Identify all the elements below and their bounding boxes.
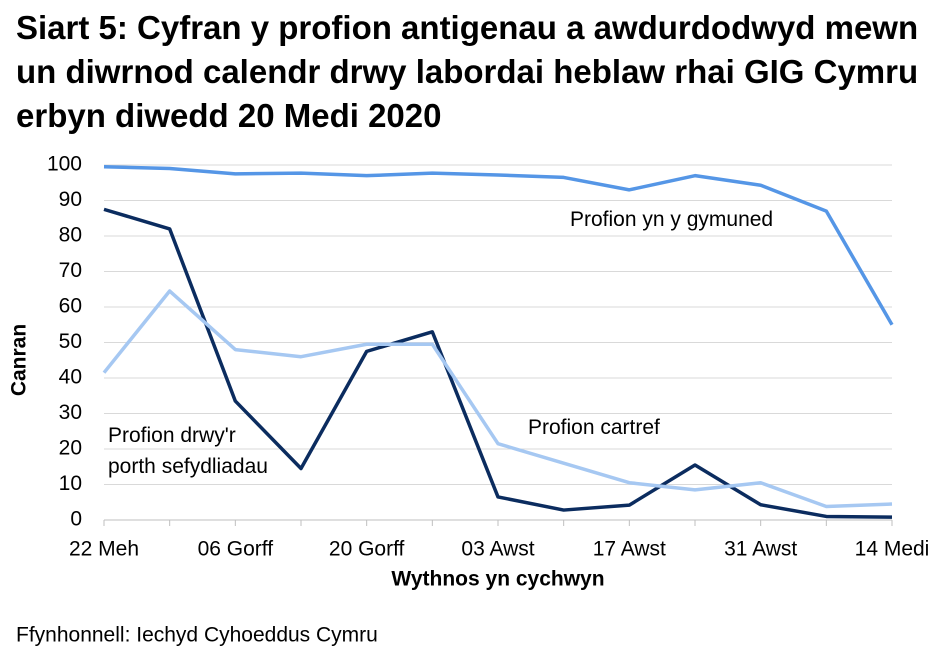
x-tick-label: 03 Awst [461, 538, 534, 561]
series-label: Profion yn y gymuned [570, 208, 774, 231]
source: Ffynhonnell: Iechyd Cyhoeddus Cymru [16, 624, 378, 647]
series-line [103, 165, 894, 326]
x-axis-label: Wythnos yn cychwyn [391, 568, 604, 591]
y-tick-label: 0 [70, 508, 82, 531]
x-tick-label: 14 Medi [855, 538, 930, 561]
y-axis-label: Canran [8, 324, 31, 396]
x-tick-label: 20 Gorff [329, 538, 405, 561]
y-tick-label: 90 [59, 188, 82, 211]
series-label: Profion cartref [528, 416, 660, 439]
y-tick-label: 40 [59, 366, 82, 389]
y-tick-label: 60 [59, 295, 82, 318]
x-tick-label: 17 Awst [593, 538, 666, 561]
x-tick-label: 31 Awst [724, 538, 797, 561]
series-line [102, 289, 893, 509]
chart-title: Siart 5: Cyfran y profion antigenau a aw… [16, 9, 919, 134]
y-tick-label: 80 [59, 224, 82, 247]
series-label: Profion drwy'r porth sefydliadau [108, 424, 268, 478]
y-tick-label: 50 [59, 330, 82, 353]
y-tick-label: 20 [59, 437, 82, 460]
x-tick-label: 06 Gorff [198, 538, 274, 561]
y-tick-label: 70 [59, 259, 82, 282]
y-tick-label: 10 [59, 472, 82, 495]
x-tick-label: 22 Meh [69, 538, 139, 561]
y-tick-label: 100 [47, 153, 82, 176]
y-tick-label: 30 [59, 401, 82, 424]
series-line [103, 207, 893, 519]
